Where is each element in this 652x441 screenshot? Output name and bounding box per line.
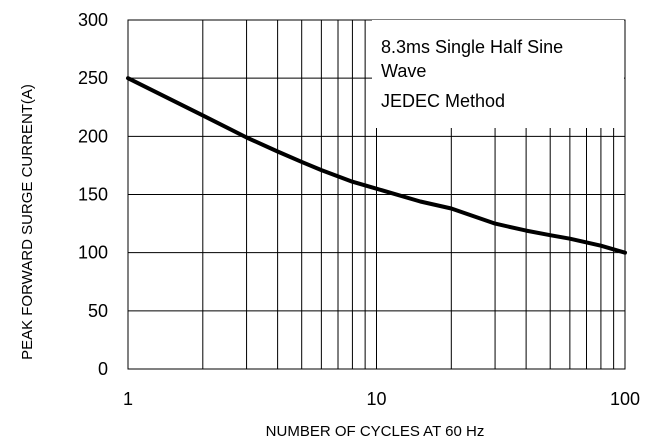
y-tick-label: 50 [88, 301, 108, 321]
y-tick-label: 100 [78, 243, 108, 263]
y-tick-label: 150 [78, 185, 108, 205]
annotation-background [372, 20, 624, 128]
annotation-line-1: 8.3ms Single Half Sine [381, 37, 563, 57]
annotation-line-3: JEDEC Method [381, 91, 505, 111]
x-tick-label: 100 [610, 389, 640, 409]
data-series [126, 76, 627, 255]
y-tick-label: 0 [98, 359, 108, 379]
annotation-box: 8.3ms Single Half Sine Wave JEDEC Method [381, 37, 563, 111]
y-tick-label: 300 [78, 10, 108, 30]
x-tick-label: 10 [366, 389, 386, 409]
x-tick-label: 1 [123, 389, 133, 409]
y-tick-label: 250 [78, 68, 108, 88]
tick-labels: 0 50 100 150 200 250 300 1 10 100 [78, 10, 640, 409]
y-tick-label: 200 [78, 126, 108, 146]
series-line [126, 76, 627, 255]
y-axis-label: PEAK FORWARD SURGE CURRENT(A) [19, 84, 36, 360]
annotation-line-2: Wave [381, 61, 426, 81]
x-axis-label: NUMBER OF CYCLES AT 60 Hz [266, 423, 485, 440]
